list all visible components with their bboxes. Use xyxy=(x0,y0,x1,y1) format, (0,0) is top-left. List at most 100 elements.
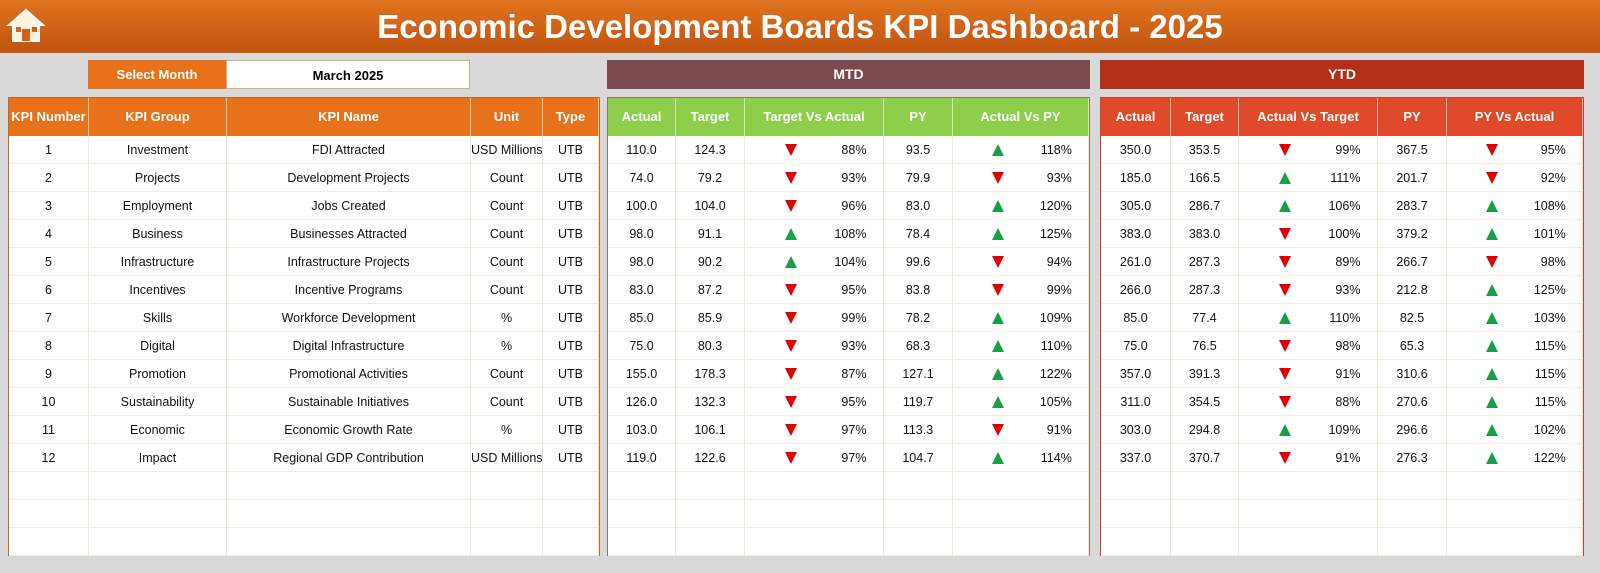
table-cell: 77.4 xyxy=(1171,304,1239,332)
percent-label: 100% xyxy=(1328,227,1361,241)
column-header: Target xyxy=(676,98,745,136)
comparison-cell: 87% xyxy=(745,360,884,388)
table-cell: 266.7 xyxy=(1378,248,1447,276)
table-cell: Skills xyxy=(89,304,227,332)
percent-label: 91% xyxy=(1335,367,1361,381)
table-cell: Count xyxy=(471,360,543,388)
arrow-shape xyxy=(1278,172,1291,184)
table-cell: 166.5 xyxy=(1171,164,1239,192)
percent-label: 110% xyxy=(1040,339,1072,353)
comparison-cell: 93% xyxy=(953,164,1089,192)
table-cell: 212.8 xyxy=(1378,276,1447,304)
comparison-cell: 109% xyxy=(1239,416,1378,444)
arrow-down xyxy=(1278,228,1291,240)
arrow-up xyxy=(1485,368,1498,380)
arrow-shape xyxy=(1278,396,1291,408)
arrow-shape xyxy=(991,452,1004,464)
table-cell: 383.0 xyxy=(1101,220,1171,248)
table-cell: 110.0 xyxy=(608,136,676,164)
table-cell: % xyxy=(471,416,543,444)
comparison-cell: 89% xyxy=(1239,248,1378,276)
table-cell: 3 xyxy=(9,192,89,220)
arrow-shape xyxy=(1485,200,1498,212)
month-selector[interactable]: March 2025 xyxy=(226,60,470,89)
table-cell: 103.0 xyxy=(608,416,676,444)
arrow-down xyxy=(1485,172,1498,184)
percent-label: 102% xyxy=(1533,423,1566,437)
arrow-down xyxy=(784,284,797,296)
mtd-banner: MTD xyxy=(607,60,1090,89)
table-cell: 76.5 xyxy=(1171,332,1239,360)
table-cell: 126.0 xyxy=(608,388,676,416)
table-cell: Development Projects xyxy=(227,164,471,192)
arrow-shape xyxy=(1278,312,1291,324)
home-icon[interactable] xyxy=(6,6,46,44)
table-cell: 124.3 xyxy=(676,136,745,164)
table-cell: 1 xyxy=(9,136,89,164)
table-cell: 98.0 xyxy=(608,248,676,276)
table-cell: 80.3 xyxy=(676,332,745,360)
percent-label: 96% xyxy=(841,199,867,213)
table-cell: 104.7 xyxy=(884,444,953,472)
column-header: PY xyxy=(1378,98,1447,136)
table-cell: Count xyxy=(471,192,543,220)
table-cell: % xyxy=(471,332,543,360)
arrow-shape xyxy=(991,256,1004,268)
arrow-up xyxy=(991,452,1004,464)
table-cell: 12 xyxy=(9,444,89,472)
column-header: KPI Name xyxy=(227,98,471,136)
arrow-shape xyxy=(784,200,797,212)
table-cell xyxy=(676,528,745,556)
percent-label: 118% xyxy=(1040,143,1072,157)
percent-label: 87% xyxy=(841,367,867,381)
arrow-shape xyxy=(991,228,1004,240)
comparison-cell: 97% xyxy=(745,416,884,444)
table-cell xyxy=(1171,528,1239,556)
table-cell: 8 xyxy=(9,332,89,360)
table-cell xyxy=(1171,472,1239,500)
table-cell: UTB xyxy=(543,332,599,360)
ytd-table: Actual Target Actual Vs Target PY PY Vs Actu… xyxy=(1100,97,1584,556)
table-cell xyxy=(89,472,227,500)
table-cell: UTB xyxy=(543,248,599,276)
table-cell: 155.0 xyxy=(608,360,676,388)
arrow-shape xyxy=(991,368,1004,380)
table-cell: Digital xyxy=(89,332,227,360)
arrow-up xyxy=(991,368,1004,380)
table-cell xyxy=(676,500,745,528)
arrow-shape xyxy=(991,200,1004,212)
table-cell: 287.3 xyxy=(1171,276,1239,304)
comparison-cell: 95% xyxy=(745,388,884,416)
table-cell: 357.0 xyxy=(1101,360,1171,388)
arrow-up xyxy=(1278,312,1291,324)
percent-label: 106% xyxy=(1328,199,1361,213)
percent-label: 95% xyxy=(841,395,867,409)
table-cell xyxy=(1171,500,1239,528)
table-cell: Count xyxy=(471,164,543,192)
comparison-cell: 98% xyxy=(1239,332,1378,360)
column-header: KPI Group xyxy=(89,98,227,136)
arrow-shape xyxy=(1485,228,1498,240)
table-cell: 10 xyxy=(9,388,89,416)
arrow-up xyxy=(1278,424,1291,436)
table-cell xyxy=(884,472,953,500)
arrow-up xyxy=(991,228,1004,240)
table-cell: 391.3 xyxy=(1171,360,1239,388)
table-cell: Sustainable Initiatives xyxy=(227,388,471,416)
arrow-down xyxy=(1278,452,1291,464)
percent-label: 97% xyxy=(841,423,867,437)
arrow-shape xyxy=(991,396,1004,408)
arrow-up xyxy=(784,256,797,268)
table-cell: 261.0 xyxy=(1101,248,1171,276)
comparison-cell: 95% xyxy=(745,276,884,304)
comparison-cell: 95% xyxy=(1447,136,1583,164)
arrow-down xyxy=(1278,340,1291,352)
arrow-shape xyxy=(991,424,1004,436)
table-cell: USD Millions xyxy=(471,444,543,472)
column-header: KPI Number xyxy=(9,98,89,136)
table-cell: 9 xyxy=(9,360,89,388)
arrow-shape xyxy=(1485,256,1498,268)
table-cell: UTB xyxy=(543,388,599,416)
comparison-cell: 125% xyxy=(1447,276,1583,304)
